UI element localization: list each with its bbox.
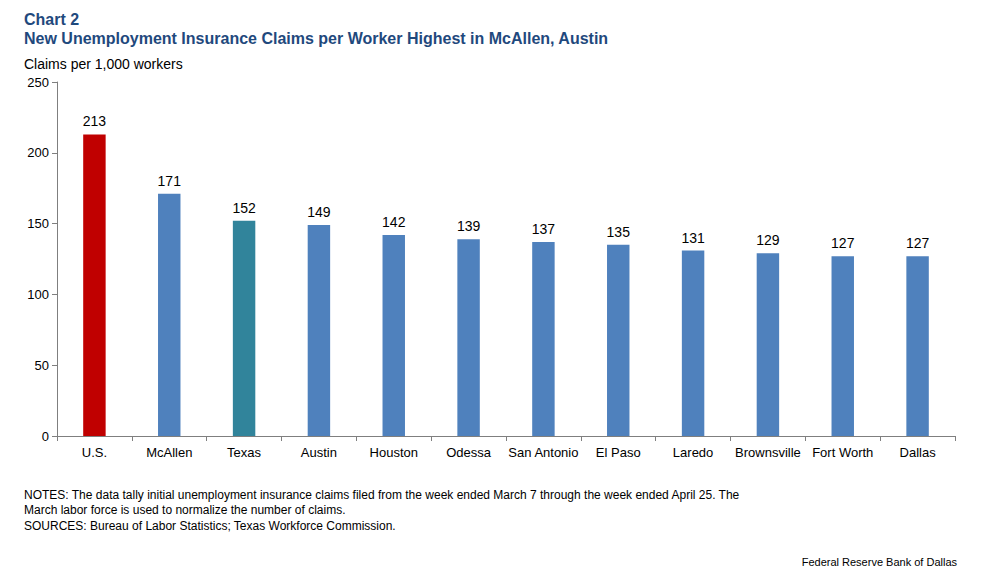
svg-text:149: 149 — [307, 204, 331, 220]
svg-text:Claims per 1,000 workers: Claims per 1,000 workers — [24, 56, 183, 72]
svg-text:Fort Worth: Fort Worth — [812, 445, 873, 460]
svg-text:50: 50 — [35, 358, 49, 373]
svg-text:0: 0 — [42, 429, 49, 444]
svg-text:150: 150 — [27, 216, 49, 231]
svg-text:Houston: Houston — [370, 445, 418, 460]
svg-text:New Unemployment Insurance Cla: New Unemployment Insurance Claims per Wo… — [24, 30, 608, 47]
svg-text:Laredo: Laredo — [673, 445, 713, 460]
svg-text:Chart 2: Chart 2 — [24, 11, 79, 28]
svg-text:Austin: Austin — [301, 445, 337, 460]
svg-text:Brownsville: Brownsville — [735, 445, 801, 460]
svg-text:127: 127 — [906, 235, 930, 251]
svg-text:Texas: Texas — [227, 445, 261, 460]
svg-text:142: 142 — [382, 214, 406, 230]
svg-text:U.S.: U.S. — [82, 445, 107, 460]
svg-text:SOURCES: Bureau of Labor Stati: SOURCES: Bureau of Labor Statistics; Tex… — [24, 519, 396, 533]
svg-text:213: 213 — [83, 113, 107, 129]
svg-text:El Paso: El Paso — [596, 445, 641, 460]
svg-text:137: 137 — [532, 221, 556, 237]
svg-text:152: 152 — [232, 200, 256, 216]
svg-text:131: 131 — [681, 230, 705, 246]
svg-text:San Antonio: San Antonio — [508, 445, 578, 460]
svg-text:100: 100 — [27, 287, 49, 302]
svg-text:171: 171 — [158, 173, 182, 189]
svg-text:129: 129 — [756, 232, 780, 248]
svg-text:139: 139 — [457, 218, 481, 234]
svg-text:Odessa: Odessa — [446, 445, 492, 460]
svg-text:Federal Reserve Bank of Dallas: Federal Reserve Bank of Dallas — [802, 556, 958, 568]
svg-text:McAllen: McAllen — [146, 445, 192, 460]
svg-text:March labor force is used to n: March labor force is used to normalize t… — [24, 503, 345, 517]
svg-text:250: 250 — [27, 75, 49, 90]
svg-text:135: 135 — [607, 224, 631, 240]
svg-text:NOTES: The data tally initial: NOTES: The data tally initial unemployme… — [24, 488, 743, 502]
svg-text:200: 200 — [27, 145, 49, 160]
svg-text:Dallas: Dallas — [900, 445, 937, 460]
svg-text:127: 127 — [831, 235, 855, 251]
